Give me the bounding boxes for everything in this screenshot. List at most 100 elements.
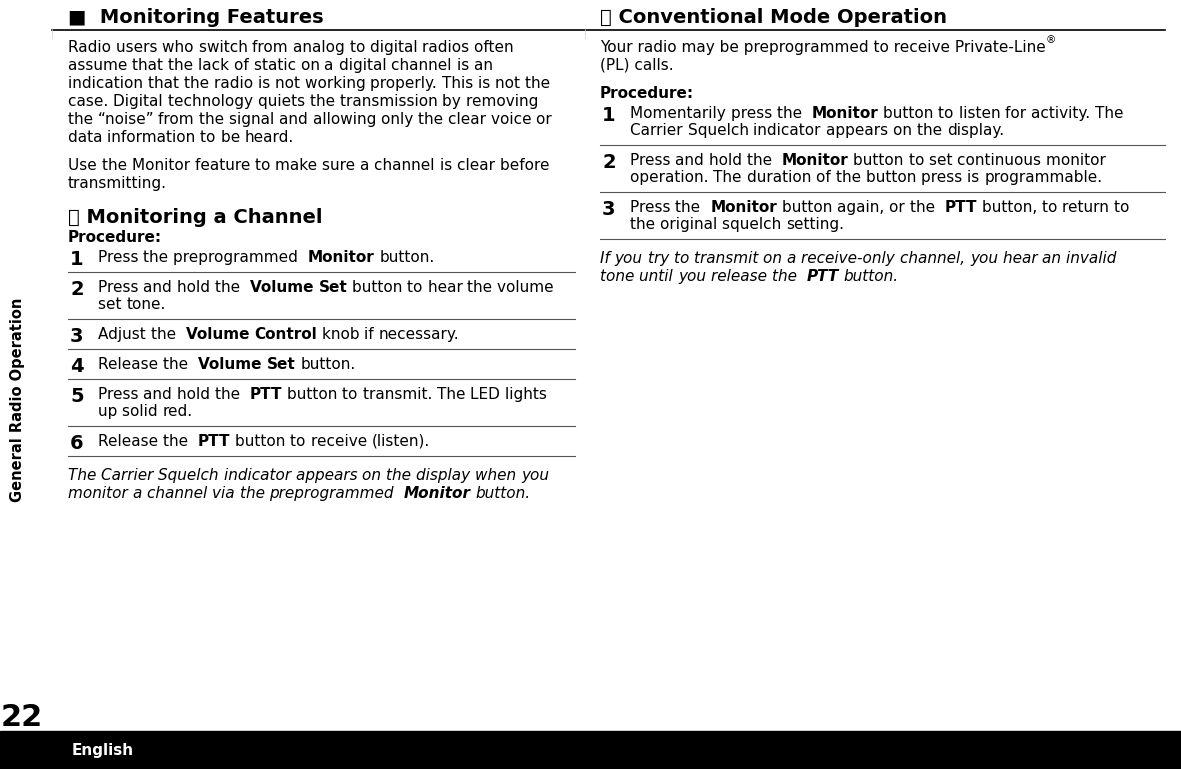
Text: assume: assume [68,58,132,73]
Text: set: set [929,153,958,168]
Text: button.: button. [476,486,530,501]
Text: original: original [660,217,722,232]
Text: tone: tone [600,269,639,284]
Text: on: on [893,123,916,138]
Text: who: who [162,40,198,55]
Text: the: the [240,486,269,501]
Text: Procedure:: Procedure: [68,230,162,245]
Text: invalid: invalid [1066,251,1122,266]
Text: tone.: tone. [126,297,165,312]
Text: the: the [746,153,777,168]
Text: is: is [457,58,474,73]
Text: 4: 4 [70,357,84,376]
Text: the: the [184,76,214,91]
Text: ■  Monitoring Features: ■ Monitoring Features [68,8,324,27]
Text: (PL) calls.: (PL) calls. [600,58,673,73]
Text: knob: knob [322,327,365,342]
Text: 1: 1 [70,250,84,269]
Text: “noise”: “noise” [98,112,158,127]
Text: Your radio may be preprogrammed to receive Private-Line: Your radio may be preprogrammed to recei… [600,40,1045,55]
Text: Radio: Radio [68,40,116,55]
Text: English: English [72,743,135,757]
Text: up: up [98,404,123,419]
Text: hold: hold [709,153,746,168]
Text: Momentarily: Momentarily [629,106,731,121]
Text: the: the [916,123,947,138]
Text: receive-only: receive-only [802,251,900,266]
Text: clear: clear [457,158,500,173]
Text: button.: button. [300,357,355,372]
Text: button.: button. [843,269,899,284]
Text: the: the [468,280,497,295]
Text: Use: Use [68,158,102,173]
Text: display.: display. [947,123,1004,138]
Text: the: the [777,106,807,121]
Text: Squelch: Squelch [158,468,224,483]
Text: Press: Press [98,280,143,295]
Text: radio: radio [214,76,257,91]
Text: monitor: monitor [1046,153,1111,168]
Text: 3: 3 [602,200,615,219]
Text: channel: channel [374,158,439,173]
Text: transmitting.: transmitting. [68,176,167,191]
Text: you: you [970,251,1003,266]
Text: button.: button. [379,250,435,265]
Text: or: or [536,112,557,127]
Text: Adjust: Adjust [98,327,151,342]
Text: radios: radios [423,40,475,55]
Text: the: the [102,158,131,173]
Text: via: via [213,486,240,501]
Text: Monitor: Monitor [811,106,879,121]
Text: return: return [1063,200,1114,215]
Text: you: you [678,269,711,284]
Text: Release: Release [98,357,163,372]
Text: and: and [676,153,709,168]
Text: Volume: Volume [185,327,254,342]
Text: the: the [200,112,229,127]
Text: This: This [442,76,478,91]
Text: PTT: PTT [807,269,839,284]
Text: activity.: activity. [1031,106,1095,121]
Text: transmission: transmission [339,94,442,109]
Text: Set: Set [319,280,347,295]
Text: if: if [365,327,379,342]
Text: If: If [600,251,615,266]
Text: squelch: squelch [722,217,787,232]
Text: 5: 5 [70,387,84,406]
Text: volume: volume [497,280,559,295]
Text: a: a [132,486,146,501]
Text: Procedure:: Procedure: [600,86,694,101]
Text: Monitor: Monitor [308,250,374,265]
Text: the: the [68,112,98,127]
Text: allowing: allowing [313,112,381,127]
Text: digital: digital [370,40,423,55]
Text: the: the [771,269,802,284]
Text: lights: lights [505,387,552,402]
Text: the: the [163,357,193,372]
Text: of: of [816,170,836,185]
Text: transmit: transmit [694,251,763,266]
Text: the: the [526,76,555,91]
Text: make: make [275,158,322,173]
Text: from: from [253,40,293,55]
Text: is: is [478,76,495,91]
Text: preprogrammed: preprogrammed [269,486,399,501]
Text: the: the [215,280,244,295]
Text: and: and [143,387,177,402]
Text: 1: 1 [602,106,615,125]
Text: button: button [866,170,921,185]
Text: and: and [279,112,313,127]
Text: to: to [1114,200,1135,215]
Text: operation.: operation. [629,170,713,185]
Bar [0,731,1181,769]
Text: hear: hear [428,280,468,295]
Text: the: the [309,94,339,109]
Text: Press: Press [629,153,676,168]
Text: properly.: properly. [371,76,442,91]
Text: to: to [939,106,959,121]
Text: hold: hold [177,280,215,295]
Text: to: to [291,434,311,449]
Text: 2: 2 [602,153,615,172]
Text: Control: Control [254,327,317,342]
Text: to: to [407,280,428,295]
